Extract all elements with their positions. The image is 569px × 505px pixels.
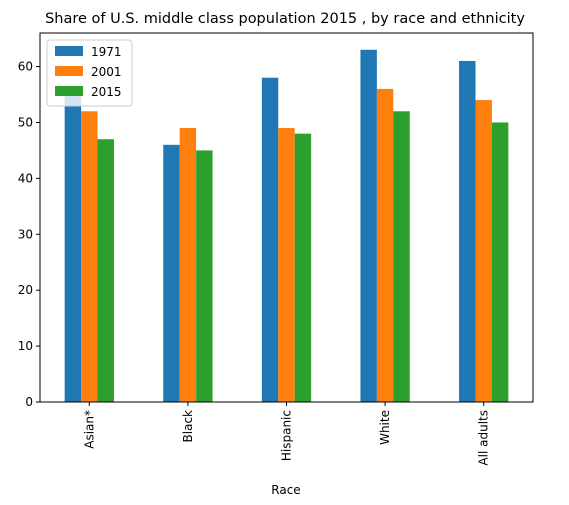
legend-label-2001: 2001 <box>91 65 122 79</box>
legend-swatch-2001 <box>55 66 83 76</box>
y-axis: 0 10 20 30 40 50 60 <box>18 60 40 409</box>
bar-1971-White <box>360 49 377 402</box>
y-tick-label: 60 <box>18 60 33 74</box>
bar-1971-Asian* <box>64 94 82 402</box>
legend-label-2015: 2015 <box>91 85 122 99</box>
y-tick-label: 20 <box>18 283 33 297</box>
bar-2001-Hispanic <box>278 128 295 402</box>
x-tick-label: White <box>378 410 392 445</box>
legend: 1971 2001 2015 <box>46 39 133 107</box>
x-tick-label: Hispanic <box>280 410 294 461</box>
y-tick-label: 40 <box>18 171 33 185</box>
legend-swatch-1971 <box>55 46 83 56</box>
bar-2001-White <box>376 88 394 402</box>
legend-label-1971: 1971 <box>91 45 122 59</box>
legend-swatch-2015 <box>55 86 83 96</box>
y-tick-label: 30 <box>18 227 33 241</box>
bar-2015-All adults <box>491 122 509 403</box>
y-tick-label: 0 <box>25 395 33 409</box>
y-tick-label: 10 <box>18 339 33 353</box>
bar-1971-Black <box>163 144 180 402</box>
x-tick-label: Black <box>181 410 195 443</box>
bar-1971-Hispanic <box>261 77 279 403</box>
bar-2015-White <box>393 111 410 402</box>
bar-2015-Hispanic <box>294 133 312 403</box>
bar-2015-Black <box>196 150 213 402</box>
bars-group <box>64 49 509 403</box>
plot-frame <box>39 32 534 403</box>
bar-2015-Asian* <box>97 139 114 402</box>
y-tick-label: 50 <box>18 115 33 129</box>
bar-2001-All adults <box>475 100 492 402</box>
bar-1971-All adults <box>459 60 476 403</box>
chart-title: Share of U.S. middle class population 20… <box>45 11 525 27</box>
x-axis: Asian* Black Hispanic White All adults <box>82 402 491 466</box>
x-tick-label: Asian* <box>82 410 96 449</box>
x-tick-label: All adults <box>477 410 491 466</box>
bar-2001-Black <box>179 128 197 402</box>
x-axis-label: Race <box>271 483 300 497</box>
bar-2001-Asian* <box>81 111 98 402</box>
